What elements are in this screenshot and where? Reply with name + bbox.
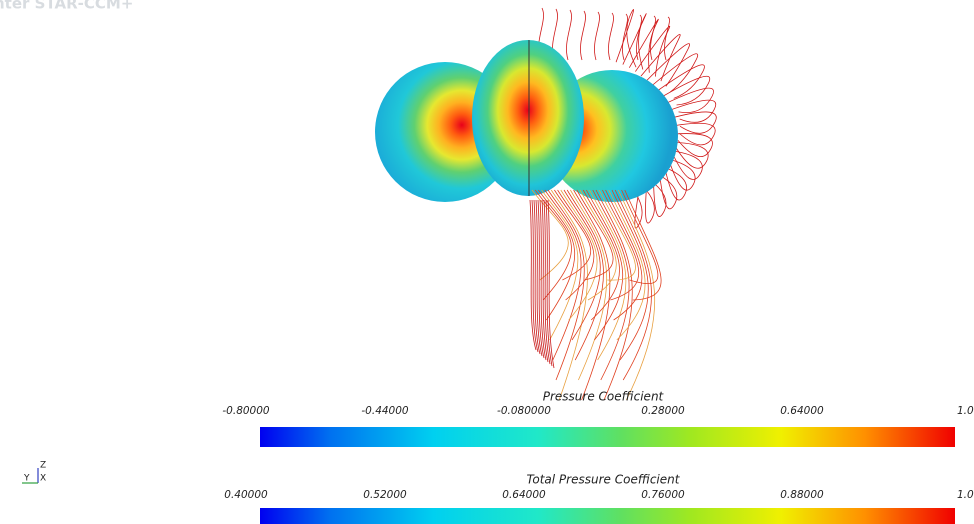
streamline [570,190,606,380]
streamline [608,13,613,60]
colorbar-label: 0.76000 [641,489,685,501]
colorbar-label: 1.0000 [957,405,974,417]
axis-triad: Z Y X [22,461,46,484]
colorbar-title: Pressure Coefficient [543,390,665,404]
colorbar-label: 0.88000 [780,489,824,501]
colorbar-label: 0.28000 [641,405,685,417]
colorbar-label: -0.080000 [497,405,551,417]
colorbar-label: 0.64000 [502,489,546,501]
watermark: nter STAR-CCM+ [0,0,133,13]
streamline [566,10,571,60]
colorbar-label: -0.44000 [361,405,409,417]
colorbar [260,427,955,447]
streamline [594,12,599,60]
streamline [564,190,600,340]
colorbar-label: 0.40000 [224,489,268,501]
colorbar-label: 1.0000 [957,489,974,501]
streamline [580,11,585,60]
colorbar-label: 0.64000 [780,405,824,417]
streamline [599,190,635,280]
viewport: nter STAR-CCM+ Pressure Coefficient -0.8… [0,0,974,524]
colorbar-title: Total Pressure Coefficient [527,473,681,487]
streamline [650,54,698,92]
streamline [664,17,669,60]
scene: nter STAR-CCM+ Pressure Coefficient -0.8… [0,0,974,524]
streamlines [530,190,661,400]
colorbar-label: -0.80000 [222,405,270,417]
triad-label: Z [40,461,46,471]
colorbar-label: 0.52000 [363,489,407,501]
triad-label: Y [23,474,30,484]
colorbar [260,508,955,524]
triad-label: X [40,474,46,484]
sphere [472,40,584,196]
